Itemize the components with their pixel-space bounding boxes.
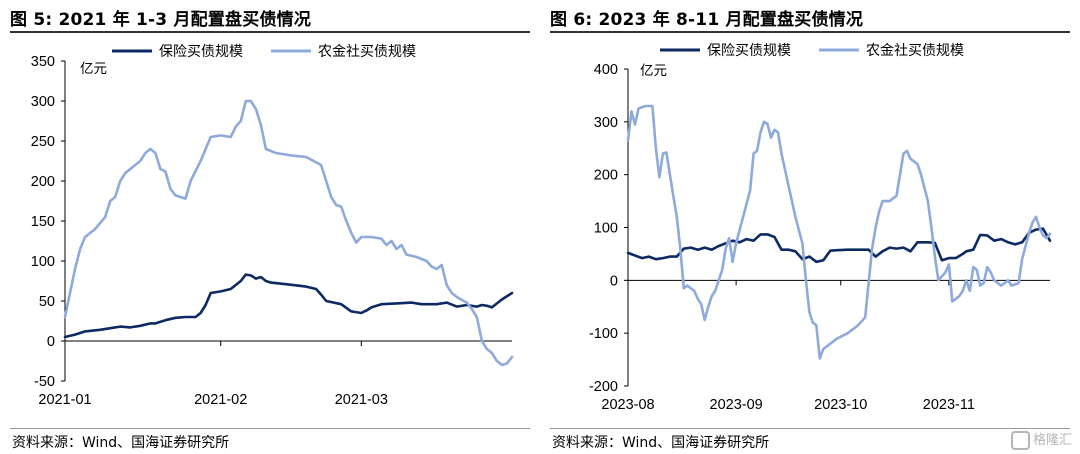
- x-tick-label: 2023-09: [710, 397, 763, 413]
- line-chart-2023: -200 -100 0 100 200 300 400 2023-08 2023-09 2023-…: [589, 42, 1052, 413]
- chart-title: 图 6: 2023 年 8-11 月配置盘买债情况: [550, 10, 864, 30]
- series-line-insurance: [63, 273, 514, 339]
- y-tick-label: -200: [589, 379, 618, 395]
- title-divider: [10, 31, 530, 33]
- y-unit-label: 亿元: [640, 63, 667, 78]
- source-divider: [10, 428, 530, 429]
- source-note: 资料来源：Wind、国海证券研究所: [552, 435, 770, 451]
- watermark-logo: 格隆汇: [1010, 429, 1072, 450]
- y-tick-label: 100: [594, 221, 618, 237]
- x-tick-label: 2021-03: [335, 392, 388, 408]
- legend-label: 保险买债规模: [159, 43, 243, 59]
- y-tick-label: 50: [39, 294, 55, 310]
- series-line-rural-financial: [63, 99, 514, 367]
- y-tick-label: 350: [31, 54, 55, 70]
- y-tick-label: 300: [31, 94, 55, 110]
- y-tick-label: 0: [47, 334, 55, 350]
- series-line-insurance: [626, 227, 1052, 264]
- y-tick-label: 200: [594, 168, 618, 184]
- y-tick-label: 0: [610, 273, 618, 289]
- y-tick-label: -100: [589, 326, 618, 342]
- y-tick-label: -50: [34, 374, 55, 390]
- y-unit-label: 亿元: [80, 61, 107, 76]
- source-divider: [550, 428, 1070, 429]
- source-note: 资料来源：Wind、国海证券研究所: [12, 435, 230, 451]
- chart-panel-left: 图 5: 2021 年 1-3 月配置盘买债情况 -50 0 50 100 150 200…: [10, 10, 530, 451]
- chart-panel-right: 图 6: 2023 年 8-11 月配置盘买债情况 -200 -100 0 100 20…: [540, 0, 1080, 454]
- y-tick-label: 200: [31, 174, 55, 190]
- series-line-rural-financial: [626, 104, 1052, 360]
- chart-title: 图 5: 2021 年 1-3 月配置盘买债情况: [10, 10, 312, 30]
- watermark-icon: [1010, 431, 1030, 450]
- watermark-text: 格隆汇: [1032, 433, 1072, 448]
- x-tick-label: 2021-02: [194, 392, 247, 408]
- y-tick-label: 400: [594, 62, 618, 78]
- legend-label: 保险买债规模: [707, 42, 791, 58]
- x-tick-label: 2021-01: [38, 392, 91, 408]
- y-tick-label: 250: [31, 134, 55, 150]
- y-tick-label: 150: [31, 214, 55, 230]
- legend-label: 农金社买债规模: [866, 42, 964, 58]
- x-tick-label: 2023-11: [923, 397, 975, 413]
- x-tick-label: 2023-10: [814, 397, 867, 413]
- x-tick-label: 2023-08: [601, 397, 654, 413]
- y-tick-label: 100: [31, 254, 55, 270]
- legend-label: 农金社买债规模: [318, 43, 416, 59]
- y-tick-label: 300: [594, 115, 618, 131]
- title-divider: [550, 31, 1070, 33]
- line-chart-2021: -50 0 50 100 150 200 250 300 350 2021-01 2021-02 20…: [31, 43, 514, 408]
